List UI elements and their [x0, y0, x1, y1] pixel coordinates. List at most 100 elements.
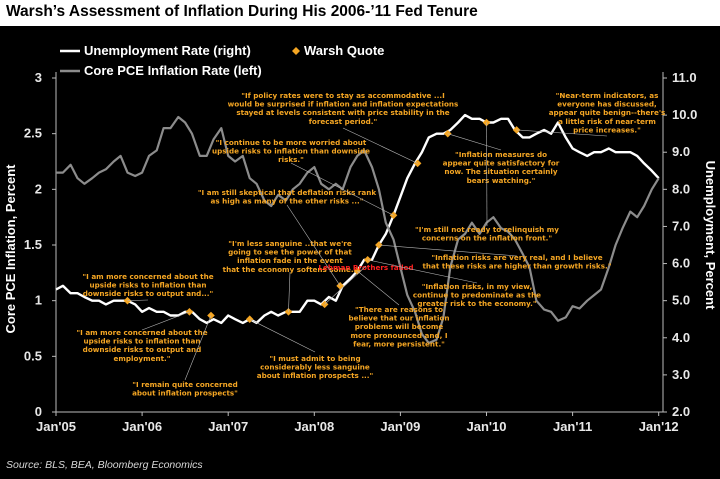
legend-unemployment-label: Unemployment Rate (right)	[84, 43, 251, 58]
y-right-tick-label: 5.0	[672, 293, 690, 308]
annotation-line: problems will become	[355, 322, 444, 331]
warsh-quote-annotation: "Near-term indicators, as everyone has di…	[549, 91, 666, 134]
annotation-line: more pronounced and, I	[350, 331, 447, 340]
y-left-tick-label: 1	[35, 293, 42, 308]
annotation-line: "I am more concerned about the	[76, 328, 207, 337]
y-axis-right-title: Unemployment, Percent	[703, 161, 718, 310]
annotation-pointer-line	[286, 204, 341, 286]
annotation-line: that the economy softens some."	[223, 265, 358, 274]
annotation-line: greater risk to the economy."	[417, 299, 537, 308]
annotation-line: price increases."	[573, 125, 641, 134]
annotation-line: upside risks to inflation than	[90, 281, 207, 290]
x-tick-label: Jan'08	[294, 419, 334, 434]
annotation-pointer-line	[367, 259, 478, 284]
annotation-line: downside risks to output and..."	[83, 289, 214, 298]
annotation-pointer-line	[357, 270, 400, 306]
source-note: Source: BLS, BEA, Bloomberg Economics	[6, 459, 203, 471]
annotation-line: employment."	[114, 354, 171, 363]
warsh-quote-annotation: "There are reasons to believe that our in…	[348, 305, 449, 348]
lehman-annotation: Lehman Brothers failed	[318, 263, 413, 272]
warsh-quote-annotation: "Inflation risks are very real, and I be…	[423, 253, 612, 271]
annotation-pointer-line	[486, 122, 488, 227]
warsh-quote-annotation: "I am more concerned about the upside ris…	[76, 328, 207, 363]
annotation-line: now. The situation certainly	[444, 167, 557, 176]
annotation-line: continue to predominate as the	[413, 291, 541, 300]
warsh-quote-annotation: "Inflation measures do appear quite satis…	[443, 150, 560, 185]
annotation-line: fear, more persistent."	[353, 339, 445, 348]
annotation-line: upside risks to inflation than downside	[212, 147, 370, 156]
annotation-line: "I am more concerned about the	[82, 272, 213, 281]
annotation-line: Lehman Brothers failed	[318, 263, 413, 272]
annotation-line: forecast period."	[309, 117, 378, 126]
annotation-pointer-line	[378, 244, 518, 257]
annotation-pointer-line	[516, 129, 608, 137]
warsh-quote-annotation: "I'm less sanguine ..that we're going to …	[223, 239, 358, 274]
title-bar: Warsh’s Assessment of Inflation During H…	[0, 0, 720, 26]
annotation-pointer-line	[127, 299, 149, 301]
annotation-line: "I must admit to being	[269, 354, 360, 363]
annotation-pointer-line	[249, 318, 316, 353]
x-tick-label: Jan'12	[639, 419, 679, 434]
annotation-line: a little risk of near-term	[558, 117, 656, 126]
y-right-tick-label: 7.0	[672, 218, 690, 233]
annotation-line: about inflation prospects"	[132, 389, 238, 398]
annotation-line: "Inflation risks, in my view,	[422, 282, 532, 291]
x-tick-label: Jan'11	[553, 419, 592, 434]
y-left-tick-label: 0	[35, 404, 42, 419]
y-right-tick-label: 6.0	[672, 256, 690, 271]
annotation-line: inflation fade in the event	[237, 256, 343, 265]
annotation-line: considerably less sanguine	[260, 363, 370, 372]
annotation-pointer-line	[288, 271, 291, 312]
annotation-pointer-line	[290, 162, 394, 216]
x-tick-label: Jan'06	[122, 419, 162, 434]
annotation-line: stayed at levels consistent with price s…	[236, 108, 449, 117]
annotation-line: upside risks to inflation than	[84, 337, 201, 346]
y-right-tick-label: 10.0	[672, 107, 697, 122]
annotation-line: "Inflation measures do	[455, 150, 547, 159]
legend-core-pce-label: Core PCE Inflation Rate (left)	[84, 63, 262, 78]
core-pce-series-line	[56, 115, 660, 345]
y-right-tick-label: 2.0	[672, 404, 690, 419]
annotation-line: "Near-term indicators, as	[556, 91, 659, 100]
legend-quote-swatch	[292, 47, 300, 55]
warsh-quote-annotation: "I remain quite concerned about inflation…	[132, 380, 238, 398]
annotation-line: "I'm less sanguine ..that we're	[228, 239, 352, 248]
annotation-line: "I continue to be more worried about	[216, 138, 367, 147]
annotation-pointer-line	[447, 133, 502, 151]
annotation-line: everyone has discussed,	[557, 100, 656, 109]
legend-quote-label: Warsh Quote	[304, 43, 384, 58]
warsh-quote-annotation: "I continue to be more worried about upsi…	[212, 138, 370, 164]
annotation-line: that these risks are higher than growth …	[423, 262, 612, 271]
annotation-line: "I am still skeptical that deflation ris…	[198, 188, 377, 197]
x-tick-label: Jan'10	[467, 419, 507, 434]
y-right-tick-label: 4.0	[672, 330, 690, 345]
warsh-quote-annotation: "I am still skeptical that deflation ris…	[198, 188, 377, 206]
warsh-quote-annotation: "I'm still not ready to relinquish my con…	[415, 225, 559, 243]
annotation-line: about inflation prospects ..."	[257, 371, 374, 380]
annotation-line: bears watching."	[467, 176, 536, 185]
warsh-quote-annotation: "I am more concerned about the upside ris…	[82, 272, 213, 298]
annotation-pointer-line	[184, 315, 212, 381]
x-tick-label: Jan'07	[208, 419, 248, 434]
x-tick-label: Jan'05	[36, 419, 76, 434]
y-right-tick-label: 3.0	[672, 367, 690, 382]
y-right-tick-label: 11.0	[672, 70, 697, 85]
y-left-tick-label: 0.5	[24, 348, 42, 363]
y-right-tick-label: 9.0	[672, 144, 690, 159]
warsh-quote-marker	[443, 129, 452, 138]
annotation-line: "I'm still not ready to relinquish my	[415, 225, 559, 234]
annotation-line: downside risks to output and	[83, 345, 202, 354]
annotation-line: going to see the power of that	[228, 248, 352, 257]
annotation-line: believe that our inflation	[348, 314, 449, 323]
annotation-pointer-line	[141, 311, 190, 331]
annotation-line: risks."	[278, 155, 304, 164]
x-tick-label: Jan'09	[380, 419, 420, 434]
chart-area: 0 0.5 1 1.5 2 2.5 3 2.0 3.0 4.0 5.0 6.0 7.0 8.0 9.0 10.…	[3, 43, 718, 434]
warsh-quote-marker	[375, 241, 383, 249]
annotation-line: as high as many of the other risks ..."	[211, 197, 364, 206]
annotation-line: would be surprised if inflation and infl…	[228, 100, 459, 109]
annotation-line: appear quite satisfactory for	[443, 159, 560, 168]
y-left-tick-label: 2.5	[24, 126, 42, 141]
annotation-line: "There are reasons to	[355, 305, 443, 314]
annotation-pointer-line	[342, 127, 418, 164]
